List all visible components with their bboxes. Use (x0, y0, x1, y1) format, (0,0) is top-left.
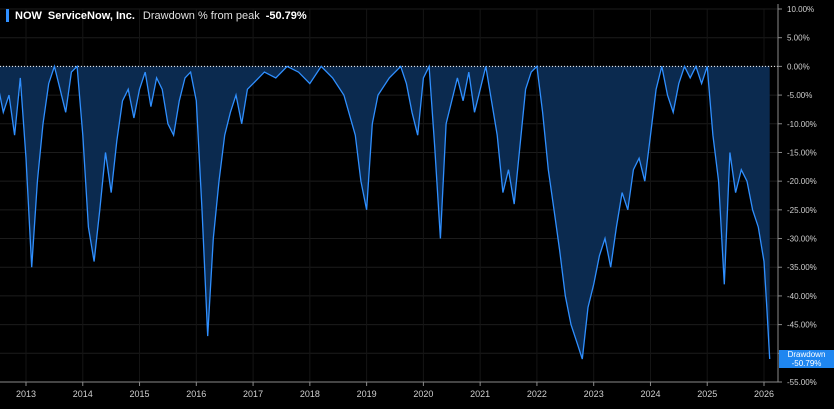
x-tick-label: 2023 (584, 389, 604, 399)
x-tick-label: 2014 (73, 389, 93, 399)
x-axis: 2013 2014 2015 2016 2017 2018 2019 2020 2021 2022… (16, 382, 774, 399)
x-tick-label: 2019 (357, 389, 377, 399)
y-tick-label: 10.00% (787, 5, 814, 14)
y-tick-label: -35.00% (787, 263, 817, 272)
y-tick-label: -30.00% (787, 235, 817, 244)
x-tick-label: 2013 (16, 389, 36, 399)
company-name: ServiceNow, Inc. (47, 9, 135, 22)
y-tick-label: -10.00% (787, 120, 817, 129)
y-tick-label: 5.00% (787, 34, 810, 43)
drawdown-line (0, 63, 771, 360)
metric-value: -50.79% (265, 9, 307, 22)
gridlines (0, 8, 778, 383)
y-tick-label: -45.00% (787, 321, 817, 330)
badge-label: Drawdown (787, 350, 826, 359)
x-tick-label: 2020 (413, 389, 433, 399)
y-tick-label: 0.00% (787, 62, 810, 71)
y-tick-label: -40.00% (787, 292, 817, 301)
drawdown-area (0, 66, 770, 359)
x-tick-label: 2026 (754, 389, 774, 399)
y-tick-label: -25.00% (787, 206, 817, 215)
x-tick-label: 2018 (300, 389, 320, 399)
x-tick-label: 2015 (130, 389, 150, 399)
x-tick-label: 2017 (243, 389, 263, 399)
ticker-label: NOW (15, 9, 42, 22)
chart-header: NOW ServiceNow, Inc. Drawdown % from pea… (6, 9, 307, 22)
badge-value: -50.79% (791, 359, 822, 368)
y-tick-label: -5.00% (787, 91, 812, 100)
x-tick-label: 2024 (640, 389, 660, 399)
x-tick-label: 2022 (527, 389, 547, 399)
y-tick-label: -20.00% (787, 177, 817, 186)
last-value-badge: Drawdown -50.79% (779, 350, 834, 368)
series-color-swatch (6, 9, 9, 22)
x-tick-label: 2016 (186, 389, 206, 399)
y-axis: 10.00% 5.00% 0.00% -5.00% -10.00% -15.00% -20.… (778, 5, 817, 387)
y-tick-label: -15.00% (787, 148, 817, 157)
x-tick-label: 2025 (697, 389, 717, 399)
metric-label: Drawdown % from peak (142, 9, 260, 22)
y-tick-label: -55.00% (787, 378, 817, 387)
x-tick-label: 2021 (470, 389, 490, 399)
